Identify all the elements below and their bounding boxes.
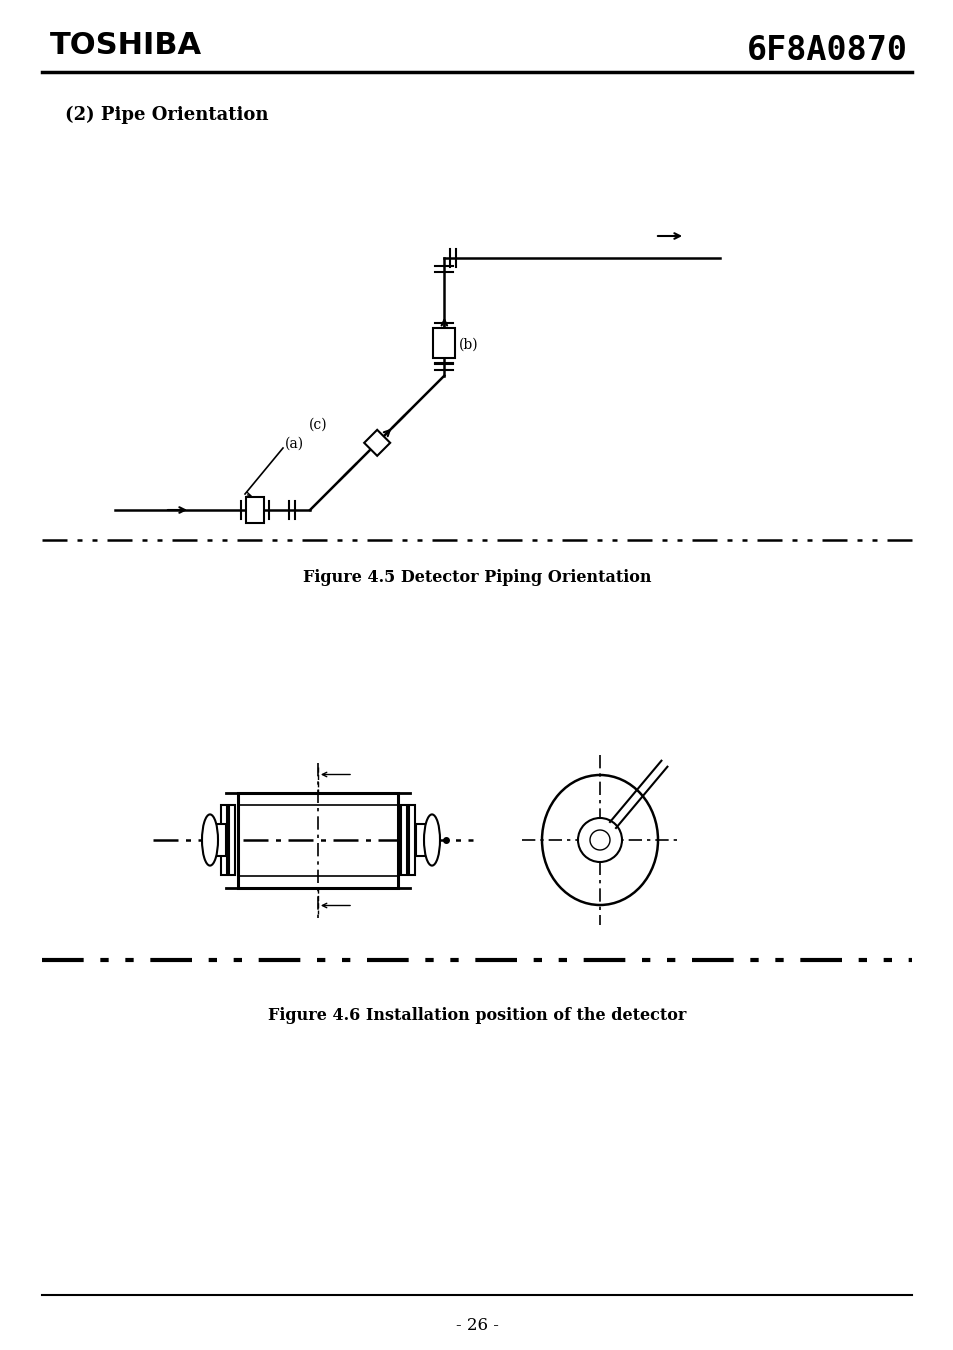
Text: (a): (a) bbox=[285, 437, 304, 451]
Bar bbox=[409, 805, 415, 875]
Bar bbox=[246, 497, 264, 522]
Bar bbox=[400, 805, 407, 875]
Text: (c): (c) bbox=[309, 417, 328, 432]
Bar bbox=[416, 824, 432, 856]
Bar bbox=[229, 805, 234, 875]
Circle shape bbox=[578, 818, 621, 863]
Text: TOSHIBA: TOSHIBA bbox=[50, 31, 202, 59]
Polygon shape bbox=[364, 429, 390, 456]
Text: Figure 4.6 Installation position of the detector: Figure 4.6 Installation position of the … bbox=[268, 1007, 685, 1023]
Text: - 26 -: - 26 - bbox=[456, 1316, 497, 1334]
Bar bbox=[221, 805, 227, 875]
Text: (2) Pipe Orientation: (2) Pipe Orientation bbox=[65, 105, 268, 124]
Bar bbox=[237, 792, 397, 887]
Ellipse shape bbox=[202, 814, 218, 865]
Text: (b): (b) bbox=[458, 338, 478, 352]
Ellipse shape bbox=[423, 814, 439, 865]
Text: 6F8A0870: 6F8A0870 bbox=[746, 34, 907, 66]
Bar bbox=[210, 824, 226, 856]
Bar bbox=[433, 328, 455, 358]
Text: Figure 4.5 Detector Piping Orientation: Figure 4.5 Detector Piping Orientation bbox=[302, 570, 651, 586]
Circle shape bbox=[589, 830, 609, 850]
Ellipse shape bbox=[541, 775, 658, 905]
